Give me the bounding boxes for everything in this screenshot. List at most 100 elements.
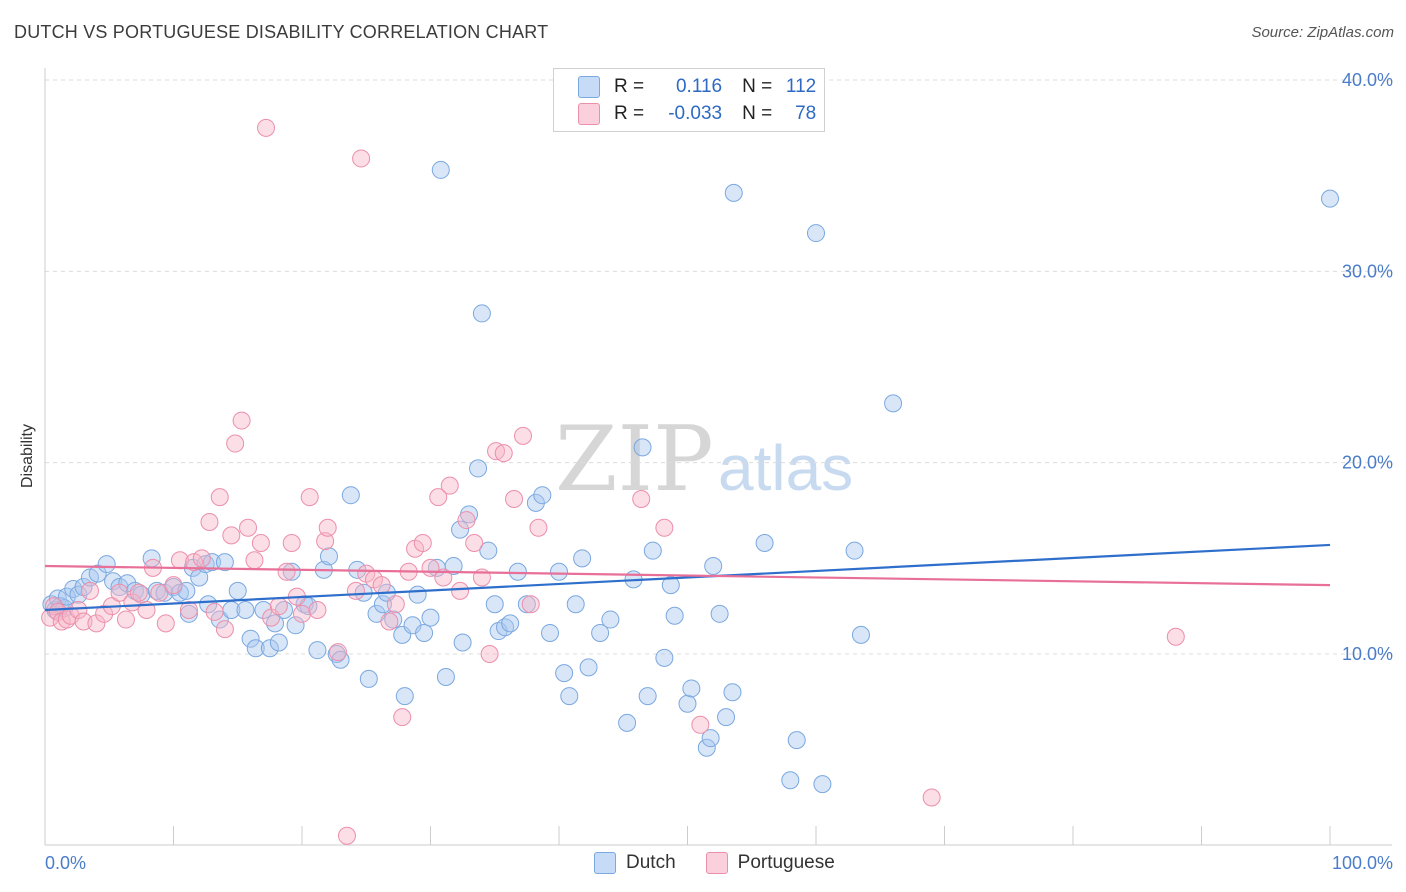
data-point: [413, 534, 432, 553]
y-tick-label: 40.0%: [1342, 70, 1393, 90]
data-point: [372, 576, 391, 595]
data-point: [884, 394, 903, 413]
data-point: [436, 667, 455, 686]
data-point: [632, 490, 651, 509]
data-point: [232, 411, 251, 430]
data-point: [95, 604, 114, 623]
data-point: [638, 687, 657, 706]
data-point: [269, 597, 288, 616]
data-point: [521, 595, 540, 614]
data-point: [228, 581, 247, 600]
data-point: [254, 600, 273, 619]
legend-n-value: 112: [785, 76, 817, 97]
correlation-legend: R = 0.116 N = 112 R = -0.033 N = 78: [553, 68, 825, 132]
data-point: [431, 160, 450, 179]
data-point: [469, 459, 488, 478]
data-point: [222, 526, 241, 545]
data-point: [293, 604, 311, 623]
data-point: [251, 534, 270, 553]
data-point: [501, 614, 520, 633]
data-point: [457, 511, 476, 530]
data-point: [440, 476, 459, 495]
data-point: [601, 610, 620, 629]
data-point: [755, 534, 774, 553]
data-point: [655, 648, 674, 667]
data-point: [618, 713, 637, 732]
data-point: [655, 518, 674, 537]
data-point: [514, 426, 533, 445]
data-point: [444, 556, 463, 575]
data-point: [359, 669, 378, 688]
data-point: [517, 595, 536, 614]
data-point: [282, 534, 301, 553]
data-point: [116, 610, 135, 629]
data-point: [236, 600, 255, 619]
legend-item-dutch: Dutch: [594, 852, 676, 874]
data-point: [300, 488, 319, 507]
legend-label-dutch: Dutch: [626, 852, 676, 873]
y-tick-label: 30.0%: [1342, 261, 1393, 281]
data-point: [1321, 189, 1339, 208]
series-portuguese: [41, 118, 1185, 845]
data-point: [308, 641, 327, 660]
data-point: [710, 604, 729, 623]
legend-n-value: 78: [795, 103, 817, 124]
data-point: [179, 600, 198, 619]
data-point: [164, 576, 183, 595]
data-point: [560, 687, 579, 706]
data-points: [41, 118, 1339, 845]
data-point: [555, 664, 574, 683]
data-point: [573, 549, 592, 568]
data-point: [479, 541, 498, 560]
data-point: [245, 551, 264, 570]
data-point: [550, 562, 568, 581]
data-point: [529, 518, 548, 537]
data-point: [665, 606, 684, 625]
data-point: [260, 639, 279, 658]
data-point: [494, 444, 513, 463]
data-point: [465, 534, 484, 553]
data-point: [643, 541, 662, 560]
axes: [44, 68, 1392, 846]
series-dutch: [42, 160, 1339, 794]
data-point: [239, 518, 258, 537]
data-point: [807, 224, 825, 243]
data-point: [485, 595, 504, 614]
legend-swatch-portuguese: [578, 103, 600, 125]
data-point: [129, 583, 148, 602]
data-point: [591, 623, 610, 642]
data-point: [526, 493, 545, 512]
data-point: [199, 595, 218, 614]
legend-swatch-portuguese: [705, 852, 728, 874]
data-point: [505, 490, 524, 509]
legend-label-portuguese: Portuguese: [737, 852, 835, 873]
legend-r-label: R =: [614, 103, 645, 124]
data-point: [691, 715, 710, 734]
data-point: [328, 643, 347, 662]
data-point: [373, 595, 392, 614]
data-point: [88, 564, 107, 583]
data-point: [813, 775, 832, 794]
data-point: [226, 434, 245, 453]
data-point: [200, 512, 219, 531]
trend-line-portuguese: [44, 564, 1331, 587]
data-point: [851, 625, 870, 644]
data-point: [533, 486, 552, 505]
data-point: [704, 556, 723, 575]
data-point: [1166, 627, 1185, 646]
series-legend: Dutch Portuguese: [594, 852, 865, 874]
data-point: [723, 683, 742, 702]
data-point: [170, 583, 189, 602]
data-point: [922, 788, 941, 807]
data-point: [429, 488, 448, 507]
legend-swatch-dutch: [594, 852, 616, 874]
data-point: [487, 442, 506, 461]
data-point: [205, 602, 224, 621]
data-point: [179, 604, 198, 623]
data-point: [246, 639, 265, 658]
data-point: [155, 583, 174, 602]
data-point: [678, 694, 697, 713]
chart-source: Source: ZipAtlas.com: [1251, 24, 1394, 41]
legend-row-dutch: R = 0.116 N = 112: [578, 75, 816, 99]
